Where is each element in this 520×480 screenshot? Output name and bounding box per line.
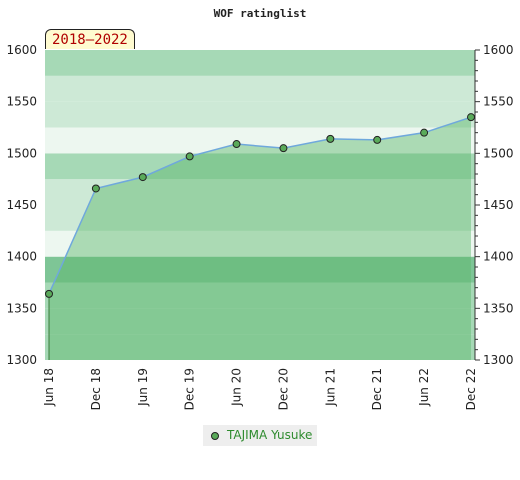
band (45, 282, 475, 309)
y-tick-label: 1400 (6, 250, 37, 264)
y-tick-label: 1350 (6, 301, 37, 315)
y-tick-label: 1450 (6, 198, 37, 212)
band (45, 334, 475, 360)
x-tick-label: Jun 18 (42, 368, 56, 407)
y-tick-label: 1550 (483, 95, 514, 109)
y-tick-label: 1300 (483, 353, 514, 367)
band (45, 75, 475, 102)
data-point (138, 173, 147, 182)
band (45, 308, 475, 335)
legend-label: TAJIMA Yusuke (227, 428, 313, 442)
data-point (185, 152, 194, 161)
band (45, 153, 475, 180)
series-area (49, 117, 471, 361)
x-tick-label: Jun 22 (417, 368, 431, 407)
y-tick-label: 1500 (483, 146, 514, 160)
y-tick-label: 1350 (483, 301, 514, 315)
period-label: 2018–2022 (45, 29, 135, 49)
x-tick-label: Jun 21 (323, 368, 337, 407)
y-tick-label: 1450 (483, 198, 514, 212)
band (45, 50, 475, 76)
y-tick-label: 1400 (483, 250, 514, 264)
x-tick-label: Dec 19 (183, 368, 197, 410)
data-point (232, 140, 241, 149)
area-layer (48, 116, 472, 361)
x-tick-label: Dec 21 (370, 368, 384, 410)
background-bands (45, 50, 475, 360)
y-tick-label: 1300 (6, 353, 37, 367)
data-point (420, 128, 429, 137)
chart-title: WOF ratinglist (214, 7, 307, 20)
band (45, 127, 475, 154)
y-axis-right: 1300 1350 1400 1450 1500 1550 1600 (474, 43, 514, 367)
x-tick-label: Jun 20 (230, 368, 244, 407)
legend-marker-icon (211, 432, 219, 440)
y-tick-label: 1600 (6, 43, 37, 57)
legend[interactable]: TAJIMA Yusuke (203, 425, 317, 446)
data-point (326, 134, 335, 143)
y-tick-label: 1500 (6, 146, 37, 160)
band (45, 205, 475, 231)
band (45, 230, 475, 257)
data-point (279, 144, 288, 153)
data-point (467, 113, 475, 122)
y-axis-left: 1300 1350 1400 1450 1500 1550 1600 (6, 43, 37, 367)
data-point (45, 289, 53, 298)
x-tick-label: Dec 22 (464, 368, 478, 410)
band (45, 101, 475, 128)
x-tick-label: Dec 18 (89, 368, 103, 410)
y-tick-label: 1600 (483, 43, 514, 57)
data-point (91, 184, 100, 193)
x-axis: Jun 18 Dec 18 Jun 19 Dec 19 Jun 20 Dec 20 Jun … (42, 368, 478, 410)
y-tick-label: 1550 (6, 95, 37, 109)
x-tick-label: Jun 19 (136, 368, 150, 407)
data-point (373, 135, 382, 144)
data-points (45, 113, 475, 298)
x-tick-label: Dec 20 (276, 368, 290, 410)
series-line (48, 116, 472, 295)
band (45, 256, 475, 283)
